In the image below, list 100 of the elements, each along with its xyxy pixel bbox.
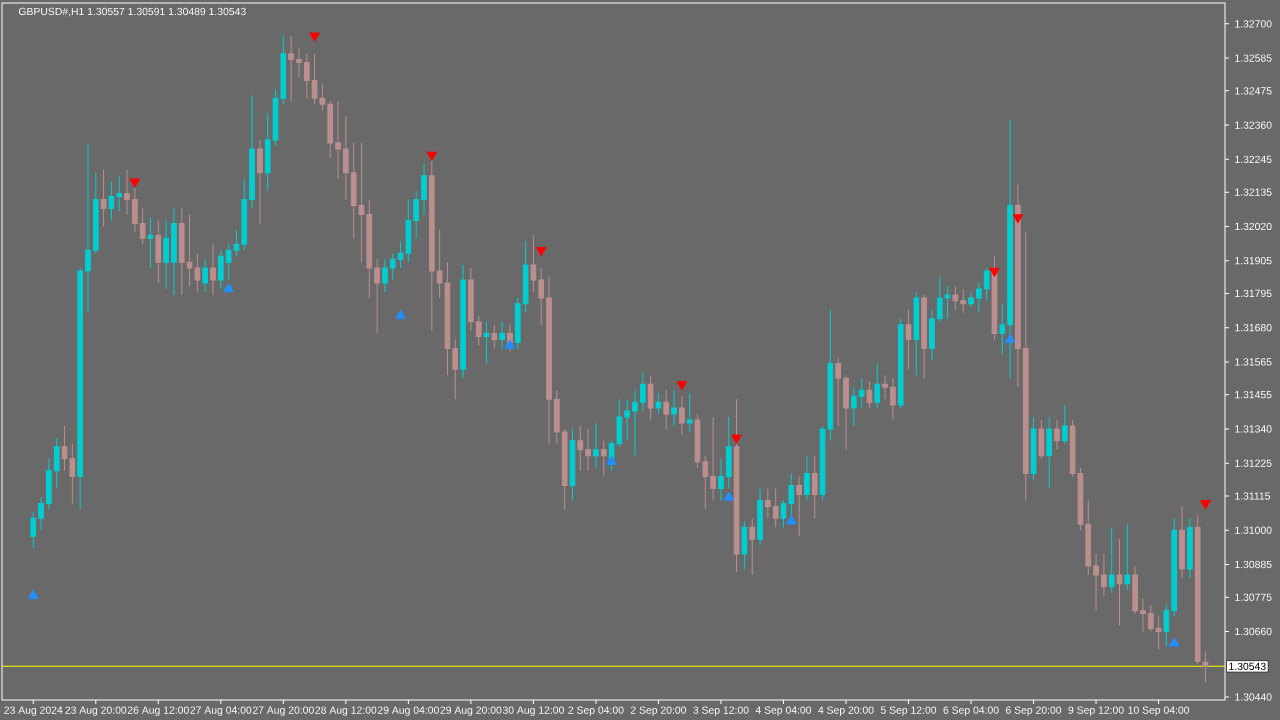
y-tick-label: 1.31340: [1235, 425, 1272, 433]
candlestick: [546, 276, 552, 445]
candlestick: [296, 47, 302, 78]
candlestick: [303, 53, 310, 99]
candlestick: [882, 374, 888, 400]
candlestick: [499, 321, 505, 350]
candlestick: [929, 309, 935, 361]
x-tick-label: 5 Sep 12:00: [880, 706, 937, 716]
candlestick: [1179, 505, 1185, 579]
candlestick: [569, 428, 576, 501]
y-tick-label: 1.32020: [1235, 222, 1272, 231]
candlestick: [475, 315, 482, 347]
candlestick: [1046, 416, 1053, 490]
candlestick: [913, 291, 920, 376]
x-tick-label: 10 Sep 04:00: [1128, 706, 1190, 716]
x-tick-label: 3 Sep 12:00: [693, 706, 749, 716]
x-tick-label: 30 Aug 12:00: [502, 706, 564, 716]
point: [223, 282, 234, 293]
x-tick-label: 29 Aug 04:00: [377, 706, 439, 716]
candlestick: [210, 243, 216, 296]
candlestick: [1147, 604, 1154, 632]
candlestick: [163, 219, 169, 290]
point: [28, 589, 39, 599]
candlestick: [890, 377, 896, 421]
candlestick: [1101, 553, 1107, 597]
candlestick: [1007, 118, 1013, 379]
candlestick: [139, 208, 146, 245]
y-tick-label: 1.31225: [1235, 459, 1272, 467]
x-tick-label: 23 Aug 2024: [4, 706, 63, 716]
x-tick-label: 2 Sep 20:00: [630, 706, 687, 716]
candlestick: [366, 199, 373, 299]
x-tick-label: 23 Aug 20:00: [65, 706, 127, 716]
candlestick: [147, 216, 154, 269]
candlestick: [413, 190, 420, 239]
candlestick: [944, 285, 951, 320]
y-tick-label: 1.31795: [1235, 289, 1272, 298]
candlestick: [975, 282, 982, 314]
candlestick: [522, 240, 529, 314]
candlestick: [577, 425, 584, 472]
candlestick: [468, 267, 474, 332]
point: [1004, 333, 1016, 343]
candlestick: [655, 392, 662, 415]
candlestick: [1085, 499, 1092, 576]
candlestick: [835, 356, 842, 427]
candlestick: [843, 374, 849, 451]
candlestick: [249, 94, 255, 210]
point: [786, 515, 797, 525]
candlestick: [632, 389, 638, 457]
y-tick-label: 1.31115: [1235, 492, 1271, 500]
candlestick: [647, 374, 654, 421]
candlestick: [897, 318, 904, 409]
candlestick: [600, 440, 607, 478]
y-tick-label: 1.32475: [1235, 87, 1272, 95]
candlestick: [593, 422, 599, 469]
candlestick: [999, 303, 1006, 355]
candlestick: [1171, 517, 1178, 618]
y-tick-label: 1.31455: [1235, 390, 1272, 399]
candlestick: [85, 142, 91, 314]
point: [731, 434, 742, 444]
candlestick: [1140, 598, 1146, 632]
x-tick-label: 6 Sep 20:00: [1006, 706, 1062, 716]
candlestick: [905, 309, 912, 370]
point: [535, 247, 547, 257]
point: [504, 339, 516, 349]
x-tick-label: 27 Aug 20:00: [252, 706, 314, 716]
candlestick: [1061, 404, 1068, 445]
candlestick: [1093, 553, 1099, 612]
candlestick: [1116, 538, 1123, 627]
point: [723, 491, 735, 501]
candlestick: [452, 339, 459, 400]
candlestick: [38, 496, 44, 531]
candlestick: [530, 234, 537, 293]
candlestick: [1054, 419, 1060, 451]
candlestick: [874, 362, 881, 409]
candlestick: [1108, 526, 1115, 594]
candlestick: [132, 187, 138, 233]
candlestick: [178, 208, 185, 296]
candlestick: [1163, 604, 1170, 647]
y-tick-label: 1.31905: [1235, 256, 1272, 265]
x-tick-label: 26 Aug 12:00: [127, 706, 189, 716]
candlestick: [968, 291, 974, 308]
y-tick-label: 1.30660: [1235, 627, 1272, 636]
candlestick: [1186, 517, 1193, 579]
candlestick: [335, 100, 341, 180]
candlestick: [624, 398, 631, 442]
candlestick: [491, 324, 498, 350]
candlestick: [264, 112, 271, 192]
candlestick: [202, 258, 209, 293]
candlestick: [30, 511, 37, 549]
candlestick: [1202, 651, 1209, 683]
candlestick: [991, 255, 998, 341]
candlestick: [171, 208, 177, 296]
x-tick-label: 28 Aug 12:00: [315, 706, 377, 716]
candlestick: [389, 252, 396, 281]
point: [395, 309, 406, 319]
candlestick: [483, 321, 490, 364]
candlestick: [749, 517, 756, 576]
candlestick: [374, 258, 380, 335]
candlestick: [663, 389, 670, 430]
candlestick: [554, 389, 560, 445]
